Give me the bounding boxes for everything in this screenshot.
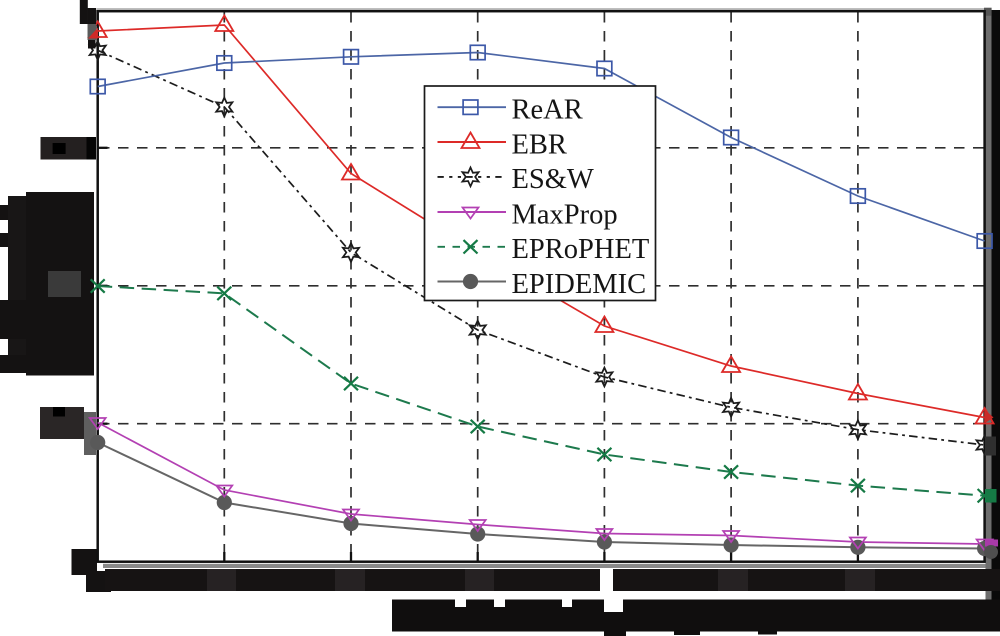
svg-text:ReAR: ReAR	[512, 95, 583, 126]
svg-text:EPIDEMIC: EPIDEMIC	[512, 269, 647, 300]
svg-text:MaxProp: MaxProp	[512, 199, 618, 230]
svg-text:EPRoPHET: EPRoPHET	[512, 234, 650, 265]
svg-text:ES&W: ES&W	[512, 164, 594, 195]
svg-text:EBR: EBR	[512, 129, 567, 160]
